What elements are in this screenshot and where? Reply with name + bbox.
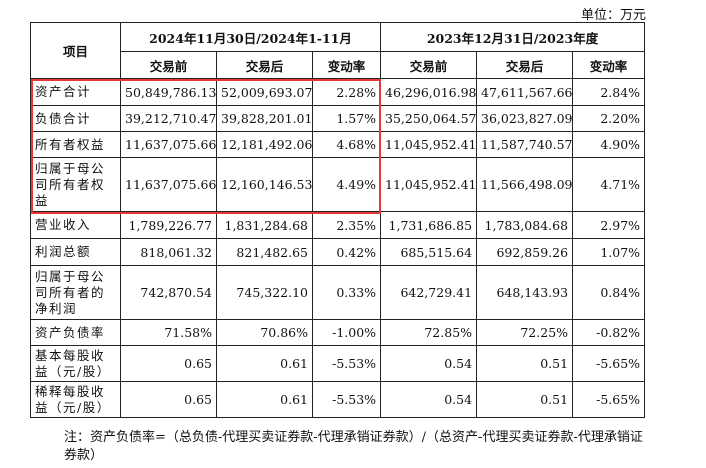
cell: 0.65 xyxy=(120,345,217,382)
cell: 11,045,952.41 xyxy=(380,157,478,212)
cell: -5.65% xyxy=(572,381,646,418)
row-label: 资产负债率 xyxy=(30,319,121,346)
cell: 2.97% xyxy=(572,211,646,239)
cell: 4.68% xyxy=(311,131,382,158)
cell: 685,515.64 xyxy=(380,238,478,266)
cell: 50,849,786.13 xyxy=(120,78,217,106)
cell: 0.51 xyxy=(476,345,574,382)
table-row: 资产负债率 71.58% 70.86% -1.00% 72.85% 72.25%… xyxy=(30,319,646,346)
cell: 1,731,686.85 xyxy=(380,211,478,239)
cell: 2.28% xyxy=(311,78,382,106)
cell: -5.53% xyxy=(311,381,382,418)
cell: 12,160,146.53 xyxy=(216,157,313,212)
table-row: 基本每股收益（元/股） 0.65 0.61 -5.53% 0.54 0.51 -… xyxy=(30,345,646,382)
cell: 46,296,016.98 xyxy=(380,78,478,106)
cell: 39,828,201.01 xyxy=(216,105,313,132)
header-period-2023: 2023年12月31日/2023年度 xyxy=(380,22,646,52)
cell: 1.07% xyxy=(572,238,646,266)
cell: 0.33% xyxy=(311,265,382,320)
header-row-sub: 交易前 交易后 变动率 交易前 交易后 变动率 xyxy=(31,51,646,79)
table-row: 所有者权益 11,637,075.66 12,181,492.06 4.68% … xyxy=(30,131,646,158)
cell: 0.65 xyxy=(120,381,217,418)
table-row: 归属于母公司所有者的净利润 742,870.54 745,322.10 0.33… xyxy=(30,265,646,320)
cell: 47,611,567.66 xyxy=(476,78,574,106)
cell: 2.84% xyxy=(572,78,646,106)
cell: 0.54 xyxy=(380,345,478,382)
cell: 0.84% xyxy=(572,265,646,320)
row-label: 资产合计 xyxy=(30,78,121,106)
cell: 35,250,064.57 xyxy=(380,105,478,132)
header-after-2023: 交易后 xyxy=(476,51,574,79)
row-label: 负债合计 xyxy=(30,105,121,132)
cell: 648,143.93 xyxy=(476,265,574,320)
cell: 39,212,710.47 xyxy=(120,105,217,132)
unit-label: 单位：万元 xyxy=(580,8,646,23)
cell: 1.57% xyxy=(311,105,382,132)
cell: 4.90% xyxy=(572,131,646,158)
row-label: 利润总额 xyxy=(30,238,121,266)
cell: 1,831,284.68 xyxy=(216,211,313,239)
cell: -5.65% xyxy=(572,345,646,382)
header-row-periods: 项目 2024年11月30日/2024年1-11月 2023年12月31日/20… xyxy=(30,22,646,79)
table-row: 稀释每股收益（元/股） 0.65 0.61 -5.53% 0.54 0.51 -… xyxy=(30,381,646,418)
cell: 11,566,498.09 xyxy=(476,157,574,212)
cell: 821,482.65 xyxy=(216,238,313,266)
cell: -0.82% xyxy=(572,319,646,346)
cell: 71.58% xyxy=(120,319,217,346)
cell: 1,789,226.77 xyxy=(120,211,217,239)
row-label: 归属于母公司所有者权益 xyxy=(30,157,121,212)
cell: 2.20% xyxy=(572,105,646,132)
cell: 72.85% xyxy=(380,319,478,346)
financial-comparison-table: 项目 2024年11月30日/2024年1-11月 2023年12月31日/20… xyxy=(30,22,646,418)
row-label: 稀释每股收益（元/股） xyxy=(30,381,121,418)
cell: -1.00% xyxy=(311,319,382,346)
cell: 11,637,075.66 xyxy=(120,131,217,158)
cell: 11,587,740.57 xyxy=(476,131,574,158)
table-row: 利润总额 818,061.32 821,482.65 0.42% 685,515… xyxy=(30,238,646,266)
cell: 12,181,492.06 xyxy=(216,131,313,158)
cell: 52,009,693.07 xyxy=(216,78,313,106)
cell: 742,870.54 xyxy=(120,265,217,320)
cell: -5.53% xyxy=(311,345,382,382)
header-change-2024: 变动率 xyxy=(311,51,382,79)
cell: 11,637,075.66 xyxy=(120,157,217,212)
header-before-2024: 交易前 xyxy=(120,51,217,79)
cell: 11,045,952.41 xyxy=(380,131,478,158)
table-row: 营业收入 1,789,226.77 1,831,284.68 2.35% 1,7… xyxy=(30,211,646,239)
cell: 0.51 xyxy=(476,381,574,418)
row-label: 归属于母公司所有者的净利润 xyxy=(30,265,121,320)
cell: 692,859.26 xyxy=(476,238,574,266)
header-before-2023: 交易前 xyxy=(380,51,478,79)
header-change-2023: 变动率 xyxy=(572,51,646,79)
cell: 72.25% xyxy=(476,319,574,346)
row-label: 营业收入 xyxy=(30,211,121,239)
table-row: 资产合计 50,849,786.13 52,009,693.07 2.28% 4… xyxy=(30,78,646,106)
cell: 70.86% xyxy=(216,319,313,346)
table-body: 资产合计 50,849,786.13 52,009,693.07 2.28% 4… xyxy=(30,78,646,418)
table-row: 归属于母公司所有者权益 11,637,075.66 12,160,146.53 … xyxy=(30,157,646,212)
row-label: 所有者权益 xyxy=(30,131,121,158)
cell: 1,783,084.68 xyxy=(476,211,574,239)
cell: 745,322.10 xyxy=(216,265,313,320)
header-item: 项目 xyxy=(30,22,121,79)
footnote: 注：资产负债率=（总负债-代理买卖证券款-代理承销证券款）/（总资产-代理买卖证… xyxy=(64,430,643,463)
cell: 2.35% xyxy=(311,211,382,239)
cell: 36,023,827.09 xyxy=(476,105,574,132)
header-period-2024: 2024年11月30日/2024年1-11月 xyxy=(119,22,382,52)
cell: 0.61 xyxy=(216,345,313,382)
cell: 4.71% xyxy=(572,157,646,212)
cell: 0.61 xyxy=(216,381,313,418)
table-row: 负债合计 39,212,710.47 39,828,201.01 1.57% 3… xyxy=(30,105,646,132)
cell: 818,061.32 xyxy=(120,238,217,266)
cell: 0.54 xyxy=(380,381,478,418)
row-label: 基本每股收益（元/股） xyxy=(30,345,121,382)
cell: 0.42% xyxy=(311,238,382,266)
cell: 642,729.41 xyxy=(380,265,478,320)
header-after-2024: 交易后 xyxy=(216,51,313,79)
cell: 4.49% xyxy=(311,157,382,212)
